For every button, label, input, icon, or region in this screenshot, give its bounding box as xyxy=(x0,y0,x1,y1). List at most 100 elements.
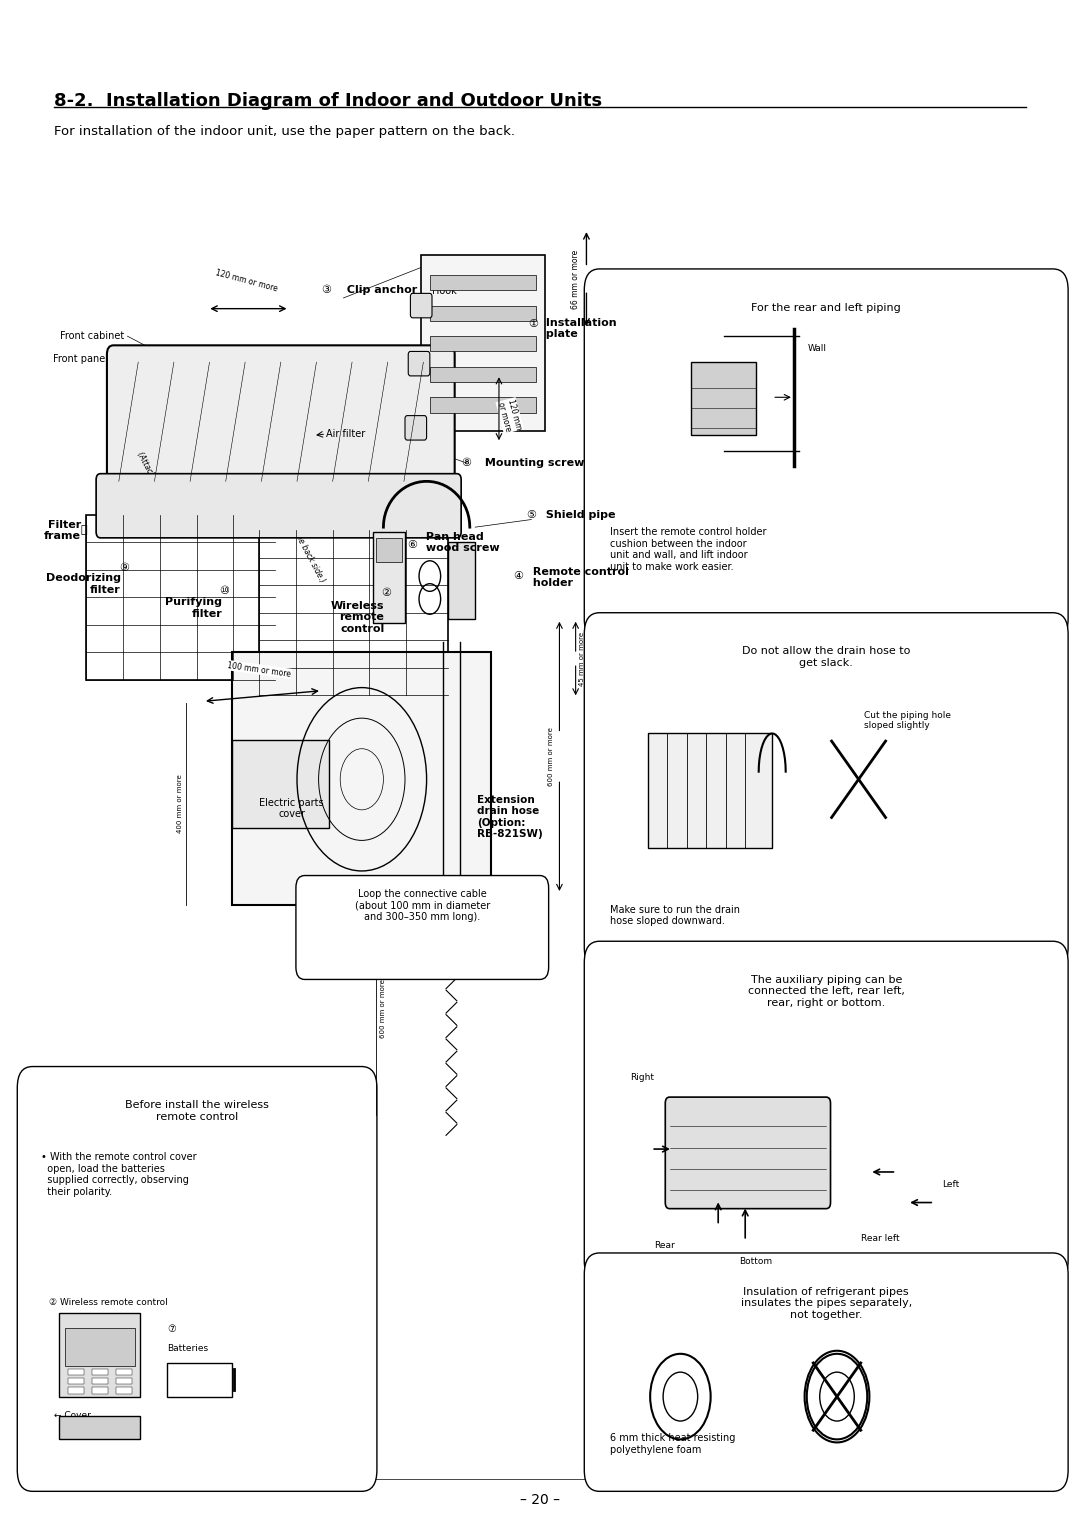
Text: 600 mm or more: 600 mm or more xyxy=(548,727,554,785)
Text: Rear left: Rear left xyxy=(861,1233,900,1242)
FancyBboxPatch shape xyxy=(584,1253,1068,1491)
Text: Right: Right xyxy=(631,1073,654,1082)
Bar xyxy=(65,1328,135,1366)
Bar xyxy=(232,652,491,905)
Text: Front panel: Front panel xyxy=(53,354,108,364)
Text: 8-2.  Installation Diagram of Indoor and Outdoor Units: 8-2. Installation Diagram of Indoor and … xyxy=(54,92,603,110)
Text: Make sure to run the drain
hose sloped downward.: Make sure to run the drain hose sloped d… xyxy=(610,905,740,926)
FancyBboxPatch shape xyxy=(584,941,1068,1282)
Text: ② Wireless remote control: ② Wireless remote control xyxy=(49,1297,167,1306)
Text: Bottom: Bottom xyxy=(740,1256,772,1265)
Bar xyxy=(68,1378,84,1384)
Text: Wall: Wall xyxy=(808,344,827,353)
Text: ⑪: ⑪ xyxy=(81,526,87,535)
Text: 100 mm or more: 100 mm or more xyxy=(227,660,292,678)
Text: ①: ① xyxy=(528,319,539,329)
Text: ⑤: ⑤ xyxy=(526,510,537,520)
Bar xyxy=(430,397,536,413)
Bar xyxy=(376,538,402,562)
Bar xyxy=(430,367,536,382)
Bar xyxy=(691,362,756,435)
Bar xyxy=(59,1313,140,1397)
Text: For installation of the indoor unit, use the paper pattern on the back.: For installation of the indoor unit, use… xyxy=(54,125,515,139)
Text: Filter
frame: Filter frame xyxy=(44,520,81,541)
Bar xyxy=(59,1416,140,1439)
Text: Hook: Hook xyxy=(430,344,455,354)
Text: Pan head
 wood screw: Pan head wood screw xyxy=(422,532,500,553)
Text: 400 mm or more: 400 mm or more xyxy=(176,775,183,833)
Text: Shield pipe: Shield pipe xyxy=(542,510,616,520)
Bar xyxy=(232,740,329,828)
Text: Rear: Rear xyxy=(653,1241,675,1250)
Text: Front cabinet: Front cabinet xyxy=(60,332,124,341)
Bar xyxy=(116,1378,132,1384)
Text: ③: ③ xyxy=(321,286,332,295)
Bar xyxy=(116,1369,132,1375)
Bar xyxy=(167,1363,232,1397)
Bar xyxy=(373,532,405,623)
Text: (Attach to the back side.): (Attach to the back side.) xyxy=(135,451,189,539)
Text: Electric parts
cover: Electric parts cover xyxy=(259,798,324,819)
Bar xyxy=(92,1387,108,1394)
FancyBboxPatch shape xyxy=(408,351,430,376)
Bar xyxy=(448,542,475,619)
Text: Do not allow the drain hose to
get slack.: Do not allow the drain hose to get slack… xyxy=(742,646,910,668)
FancyBboxPatch shape xyxy=(584,613,1068,969)
Text: ⑦: ⑦ xyxy=(167,1325,176,1334)
FancyBboxPatch shape xyxy=(107,345,455,498)
Text: ⑨: ⑨ xyxy=(119,564,130,573)
Text: Hook: Hook xyxy=(432,286,457,296)
Text: 6 mm thick heat resisting
polyethylene foam: 6 mm thick heat resisting polyethylene f… xyxy=(610,1433,735,1455)
Text: Clip anchor: Clip anchor xyxy=(343,286,418,295)
Text: Installation
 plate: Installation plate xyxy=(542,318,617,339)
Text: Left: Left xyxy=(942,1180,959,1189)
Text: Batteries: Batteries xyxy=(167,1343,208,1352)
Bar xyxy=(68,1387,84,1394)
Text: ← Cover: ← Cover xyxy=(54,1410,91,1420)
FancyBboxPatch shape xyxy=(410,293,432,318)
Text: 120 mm or more: 120 mm or more xyxy=(214,267,279,293)
Text: ⑧: ⑧ xyxy=(461,458,472,468)
Text: (Attach to the back side.): (Attach to the back side.) xyxy=(273,495,327,584)
Bar xyxy=(430,306,536,321)
Text: 600 mm or more: 600 mm or more xyxy=(380,979,387,1038)
Bar xyxy=(430,275,536,290)
Text: The auxiliary piping can be
connected the left, rear left,
rear, right or bottom: The auxiliary piping can be connected th… xyxy=(747,975,905,1008)
Text: Deodorizing
filter: Deodorizing filter xyxy=(46,573,121,594)
FancyBboxPatch shape xyxy=(405,416,427,440)
FancyBboxPatch shape xyxy=(17,1067,377,1491)
Text: ⑥: ⑥ xyxy=(407,541,418,550)
Bar xyxy=(92,1378,108,1384)
Text: Hook: Hook xyxy=(427,408,451,419)
Text: Loop the connective cable
(about 100 mm in diameter
and 300–350 mm long).: Loop the connective cable (about 100 mm … xyxy=(354,889,490,923)
Bar xyxy=(116,1387,132,1394)
Bar xyxy=(68,1369,84,1375)
Bar xyxy=(421,255,545,431)
Text: Remote control
 holder: Remote control holder xyxy=(529,567,629,588)
Text: Before install the wireless
remote control: Before install the wireless remote contr… xyxy=(125,1100,269,1122)
Text: ④: ④ xyxy=(513,571,524,581)
Text: Purifying
filter: Purifying filter xyxy=(165,597,222,619)
Text: Insert the remote control holder
cushion between the indoor
unit and wall, and l: Insert the remote control holder cushion… xyxy=(610,527,767,571)
Text: 120 mm
or more: 120 mm or more xyxy=(497,397,523,434)
FancyBboxPatch shape xyxy=(296,876,549,979)
FancyBboxPatch shape xyxy=(665,1097,831,1209)
Text: Wireless
remote
control: Wireless remote control xyxy=(330,601,384,634)
Bar xyxy=(86,515,275,680)
Bar xyxy=(648,733,772,848)
FancyBboxPatch shape xyxy=(584,269,1068,640)
Text: • With the remote control cover
  open, load the batteries
  supplied correctly,: • With the remote control cover open, lo… xyxy=(41,1152,197,1196)
Bar xyxy=(430,336,536,351)
Text: ②: ② xyxy=(381,588,392,597)
Text: Cut the piping hole
sloped slightly: Cut the piping hole sloped slightly xyxy=(864,711,951,730)
Bar xyxy=(92,1369,108,1375)
Text: Insulation of refrigerant pipes
insulates the pipes separately,
not together.: Insulation of refrigerant pipes insulate… xyxy=(741,1287,912,1320)
Text: ⑩: ⑩ xyxy=(219,587,230,596)
FancyBboxPatch shape xyxy=(96,474,461,538)
Text: 45 mm or more: 45 mm or more xyxy=(579,631,585,686)
Text: Mounting screw: Mounting screw xyxy=(481,458,584,468)
Text: 66 mm or more: 66 mm or more xyxy=(571,251,580,309)
Text: Extension
drain hose
(Option:
RB-821SW): Extension drain hose (Option: RB-821SW) xyxy=(477,795,543,839)
Text: For the rear and left piping: For the rear and left piping xyxy=(752,303,901,313)
Bar xyxy=(259,530,448,695)
